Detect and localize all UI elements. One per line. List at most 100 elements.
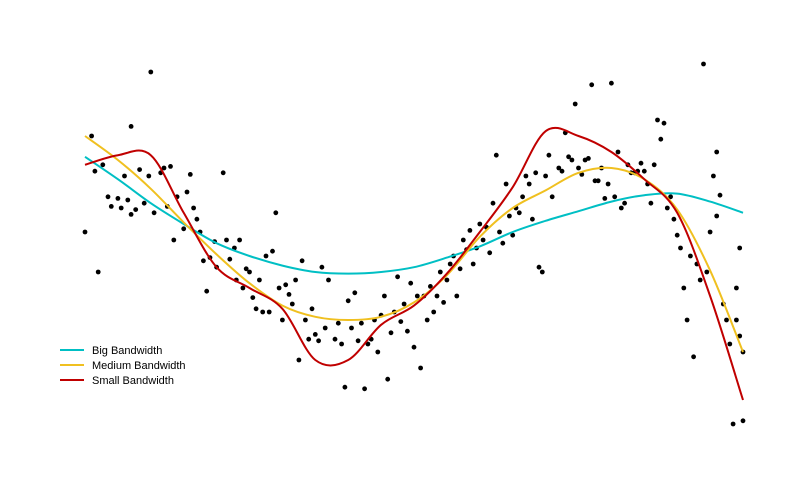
data-point xyxy=(151,210,157,216)
data-point xyxy=(184,189,190,195)
data-point xyxy=(674,232,680,238)
legend-label-medium-bandwidth: Medium Bandwidth xyxy=(92,360,186,372)
data-point xyxy=(576,165,581,171)
data-point xyxy=(339,341,344,347)
data-point xyxy=(263,253,269,259)
data-point xyxy=(523,173,529,179)
data-point xyxy=(566,154,571,160)
data-point xyxy=(490,200,496,206)
data-point xyxy=(664,205,670,211)
data-point xyxy=(730,421,736,427)
data-point xyxy=(382,293,387,299)
data-point xyxy=(405,328,410,334)
data-point xyxy=(237,237,243,243)
data-point xyxy=(549,194,555,200)
data-point xyxy=(270,248,275,254)
legend-label-small-bandwidth: Small Bandwidth xyxy=(92,375,174,387)
data-point xyxy=(697,277,703,283)
data-point xyxy=(500,240,506,246)
data-point xyxy=(618,205,624,211)
data-point xyxy=(296,357,302,363)
data-point xyxy=(293,277,298,283)
data-point xyxy=(250,295,256,300)
data-point xyxy=(204,288,210,294)
data-point xyxy=(95,269,101,275)
data-point xyxy=(365,341,371,347)
data-point xyxy=(678,245,683,251)
data-point xyxy=(266,309,272,315)
data-point xyxy=(92,168,98,174)
data-point xyxy=(434,293,440,299)
data-point xyxy=(480,237,486,243)
data-point xyxy=(316,338,321,344)
data-point xyxy=(724,317,729,323)
data-point xyxy=(622,200,627,206)
data-point xyxy=(691,354,696,360)
data-point xyxy=(220,170,226,176)
data-point xyxy=(497,229,502,235)
data-point xyxy=(100,162,106,168)
data-point xyxy=(273,210,279,216)
data-point xyxy=(559,168,565,174)
data-point xyxy=(441,300,446,305)
data-point xyxy=(671,216,677,222)
data-point xyxy=(648,200,654,206)
data-point xyxy=(520,194,525,200)
data-point xyxy=(539,269,545,275)
data-point xyxy=(181,226,187,232)
data-point xyxy=(128,212,134,217)
data-point xyxy=(168,164,173,169)
data-point xyxy=(714,149,720,155)
data-point xyxy=(224,237,229,243)
data-point xyxy=(388,330,394,336)
data-point xyxy=(467,228,473,233)
data-point xyxy=(704,269,710,275)
data-point xyxy=(418,365,423,371)
data-point xyxy=(411,344,417,350)
data-point xyxy=(609,80,614,86)
data-point xyxy=(408,280,414,286)
data-point xyxy=(276,285,282,291)
data-point xyxy=(146,173,152,179)
data-point xyxy=(335,320,341,326)
data-point xyxy=(319,264,325,270)
data-point xyxy=(82,229,88,235)
data-point xyxy=(395,274,400,280)
data-point xyxy=(345,298,351,304)
data-point xyxy=(161,165,167,171)
small-bandwidth-curve xyxy=(84,126,744,401)
big-bandwidth-curve xyxy=(84,155,744,275)
data-point xyxy=(470,261,476,267)
scatter-points xyxy=(82,61,746,427)
data-point xyxy=(289,301,295,307)
data-point xyxy=(118,205,124,211)
data-point xyxy=(734,317,739,323)
data-point xyxy=(701,61,706,67)
data-point xyxy=(595,178,601,184)
data-point xyxy=(493,152,499,158)
data-point xyxy=(526,181,532,187)
data-point xyxy=(122,173,127,179)
data-point xyxy=(684,317,690,323)
data-point xyxy=(681,285,687,291)
data-point xyxy=(89,133,94,139)
data-point xyxy=(359,320,364,326)
data-point xyxy=(530,216,535,222)
data-point xyxy=(714,213,720,219)
data-point xyxy=(309,306,315,312)
data-point xyxy=(707,229,713,235)
data-point xyxy=(352,290,358,296)
data-point xyxy=(444,277,450,283)
data-point xyxy=(612,194,618,200)
data-point xyxy=(257,277,262,283)
smoothing-curves xyxy=(84,126,744,401)
data-point xyxy=(516,210,522,216)
data-point xyxy=(280,317,285,323)
data-point xyxy=(510,232,516,238)
data-point xyxy=(349,325,354,331)
data-point xyxy=(543,173,548,179)
data-point xyxy=(128,124,134,129)
data-point xyxy=(717,192,723,198)
data-point xyxy=(286,292,292,297)
